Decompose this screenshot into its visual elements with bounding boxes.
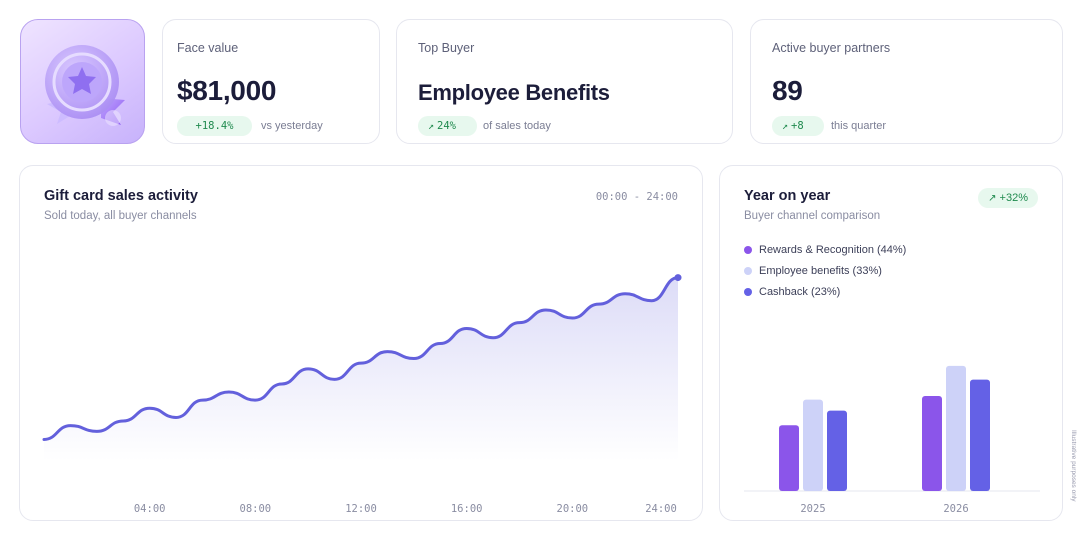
delta-badge: ↗ +8 [772,116,824,136]
year-on-year-card: Year on year Buyer channel comparison ↗ +… [719,165,1063,521]
x-tick-label: 24:00 [645,503,677,515]
bar-2025-3 [827,410,847,491]
legend-label: Employee benefits (33%) [759,264,882,277]
x-tick-label: 2025 [800,503,826,515]
delta-text: +8 [791,120,804,132]
disclaimer-note: Illustrative purposes only [1070,430,1077,502]
bar-2025-2 [803,399,823,491]
face-value-card: Face value $81,000 +18.4% vs yesterday [162,19,380,144]
sales-activity-card: Gift card sales activity Sold today, all… [19,165,703,521]
x-tick-label: 04:00 [133,503,166,515]
card-title: Year on year [744,188,831,204]
card-subtitle: Buyer channel comparison [744,210,881,222]
stat-label: Face value [177,41,239,55]
legend-item: Cashback (23%) [744,281,906,302]
stat-value: 89 [772,75,803,106]
sales-series-line [42,276,680,441]
bar-2026-2 [946,365,966,491]
delta-text: +18.4% [195,120,234,132]
bar-2026-3 [970,379,990,491]
trend-up-icon: ↗ [988,193,997,204]
stat-label: Active buyer partners [772,41,891,55]
award-badge-icon [45,45,125,126]
legend-item: Rewards & Recognition (44%) [744,239,906,260]
sales-area-fill [44,277,678,461]
stat-value: $81,000 [177,75,277,106]
delta-badge: ↗ 24% [418,116,477,136]
bar-2026-1 [922,396,942,491]
x-tick-label: 16:00 [450,503,483,515]
stat-value: Employee Benefits [418,80,610,105]
time-range-label: 00:00 - 24:00 [595,191,678,203]
active-partners-card: Active buyer partners 89 ↗ +8 this quarte… [750,19,1063,144]
app-logo-tile [20,19,145,144]
stat-note: of sales today [483,120,551,132]
growth-text: +32% [999,192,1028,204]
chart-legend: Rewards & Recognition (44%) Employee bene… [744,239,906,302]
legend-item: Employee benefits (33%) [744,260,906,281]
x-tick-label: 2026 [943,503,969,515]
delta-badge: +18.4% [177,116,252,136]
stat-note: this quarter [831,120,887,132]
trend-up-icon: ↗ [782,121,789,132]
card-subtitle: Sold today, all buyer channels [44,210,197,222]
trend-up-icon: ↗ [428,121,435,132]
legend-swatch [744,245,752,254]
legend-swatch [744,266,752,275]
bar-2025-1 [779,425,799,491]
legend-label: Rewards & Recognition (44%) [759,243,907,256]
stat-note: vs yesterday [261,120,323,132]
delta-text: 24% [437,120,456,132]
x-tick-label: 08:00 [239,503,272,515]
legend-swatch [744,287,752,296]
year-on-year-bar-chart [744,365,1040,492]
stat-label: Top Buyer [418,41,475,55]
series-end-point [674,274,682,282]
x-tick-label: 20:00 [556,503,589,515]
x-tick-label: 12:00 [345,503,377,515]
sales-area-chart [42,274,682,461]
growth-badge: ↗ +32% [978,188,1038,208]
top-buyer-card: Top Buyer Employee Benefits ↗ 24% of sale… [396,19,733,144]
legend-label: Cashback (23%) [759,285,841,298]
card-title: Gift card sales activity [44,188,198,204]
